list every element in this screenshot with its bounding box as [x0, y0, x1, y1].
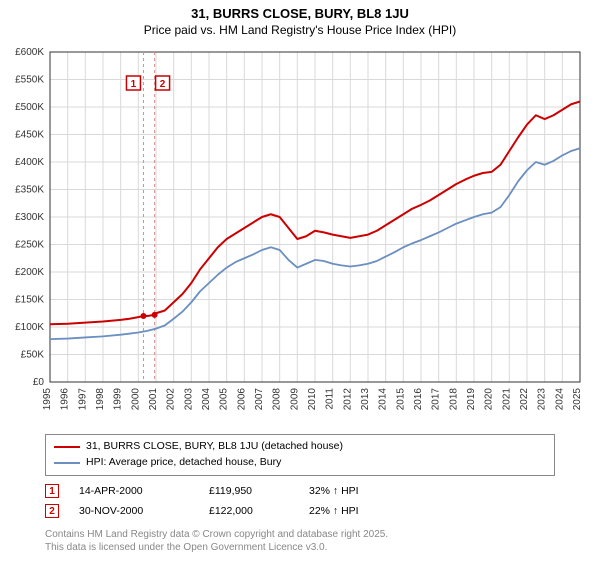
- svg-text:1997: 1997: [77, 388, 88, 411]
- svg-text:2015: 2015: [395, 388, 406, 411]
- legend-label-hpi: HPI: Average price, detached house, Bury: [86, 455, 281, 471]
- svg-text:£300K: £300K: [15, 212, 44, 223]
- svg-text:2000: 2000: [130, 388, 141, 411]
- svg-text:£550K: £550K: [15, 75, 44, 86]
- svg-text:£100K: £100K: [15, 322, 44, 333]
- legend-swatch-price-paid: [54, 446, 80, 448]
- svg-text:2008: 2008: [272, 388, 283, 411]
- footer-attribution: Contains HM Land Registry data © Crown c…: [45, 528, 555, 554]
- svg-text:2016: 2016: [413, 388, 424, 411]
- svg-text:£50K: £50K: [21, 350, 45, 361]
- svg-text:2020: 2020: [484, 388, 495, 411]
- svg-text:£0: £0: [33, 377, 45, 388]
- legend-swatch-hpi: [54, 462, 80, 464]
- svg-text:2002: 2002: [166, 388, 177, 411]
- svg-text:1996: 1996: [60, 388, 71, 411]
- svg-text:2009: 2009: [289, 388, 300, 411]
- legend-row-hpi: HPI: Average price, detached house, Bury: [54, 455, 546, 471]
- svg-text:£250K: £250K: [15, 240, 44, 251]
- svg-text:2017: 2017: [431, 388, 442, 411]
- svg-text:£200K: £200K: [15, 267, 44, 278]
- sale-markers-table: 1 14-APR-2000 £119,950 32% ↑ HPI 2 30-NO…: [45, 478, 555, 518]
- svg-text:2011: 2011: [325, 388, 336, 410]
- sale-2-date: 30-NOV-2000: [79, 505, 189, 517]
- sale-row-2: 2 30-NOV-2000 £122,000 22% ↑ HPI: [45, 504, 555, 518]
- sale-1-price: £119,950: [209, 485, 289, 497]
- legend: 31, BURRS CLOSE, BURY, BL8 1JU (detached…: [45, 434, 555, 476]
- chart-container: £0 £50K £100K £150K £200K £250K £300K £350K £400…: [0, 44, 600, 424]
- chart-title: 31, BURRS CLOSE, BURY, BL8 1JU: [0, 6, 600, 21]
- svg-text:2001: 2001: [148, 388, 159, 411]
- svg-text:2007: 2007: [254, 388, 265, 411]
- svg-text:2004: 2004: [201, 388, 212, 411]
- sale-1-pct: 32% ↑ HPI: [309, 485, 389, 497]
- svg-text:2003: 2003: [183, 388, 194, 411]
- svg-text:£350K: £350K: [15, 185, 44, 196]
- svg-text:£400K: £400K: [15, 157, 44, 168]
- svg-text:2010: 2010: [307, 388, 318, 411]
- svg-text:2024: 2024: [554, 388, 565, 411]
- legend-row-price-paid: 31, BURRS CLOSE, BURY, BL8 1JU (detached…: [54, 439, 546, 455]
- svg-text:2012: 2012: [342, 388, 353, 411]
- sale-2-price: £122,000: [209, 505, 289, 517]
- sale-marker-1-icon: 1: [45, 484, 59, 498]
- svg-text:2019: 2019: [466, 388, 477, 411]
- price-chart: £0 £50K £100K £150K £200K £250K £300K £350K £400…: [0, 44, 600, 424]
- svg-text:2: 2: [160, 79, 166, 90]
- svg-text:2005: 2005: [219, 388, 230, 411]
- sale-1-date: 14-APR-2000: [79, 485, 189, 497]
- svg-text:2022: 2022: [519, 388, 530, 411]
- svg-text:2023: 2023: [537, 388, 548, 411]
- svg-text:£150K: £150K: [15, 295, 44, 306]
- sale-2-pct: 22% ↑ HPI: [309, 505, 389, 517]
- legend-label-price-paid: 31, BURRS CLOSE, BURY, BL8 1JU (detached…: [86, 439, 343, 455]
- svg-text:2013: 2013: [360, 388, 371, 411]
- svg-text:2006: 2006: [236, 388, 247, 411]
- footer-line-2: This data is licensed under the Open Gov…: [45, 541, 555, 554]
- svg-text:2018: 2018: [448, 388, 459, 411]
- svg-text:2014: 2014: [378, 388, 389, 411]
- svg-text:1995: 1995: [42, 388, 53, 411]
- svg-text:£500K: £500K: [15, 102, 44, 113]
- svg-text:2025: 2025: [572, 388, 583, 411]
- sale-row-1: 1 14-APR-2000 £119,950 32% ↑ HPI: [45, 484, 555, 498]
- svg-text:£450K: £450K: [15, 130, 44, 141]
- svg-text:1999: 1999: [113, 388, 124, 411]
- svg-text:1998: 1998: [95, 388, 106, 411]
- svg-text:2021: 2021: [501, 388, 512, 411]
- footer-line-1: Contains HM Land Registry data © Crown c…: [45, 528, 555, 541]
- chart-subtitle: Price paid vs. HM Land Registry's House …: [0, 23, 600, 37]
- svg-text:1: 1: [131, 79, 137, 90]
- svg-text:£600K: £600K: [15, 47, 44, 58]
- sale-marker-2-icon: 2: [45, 504, 59, 518]
